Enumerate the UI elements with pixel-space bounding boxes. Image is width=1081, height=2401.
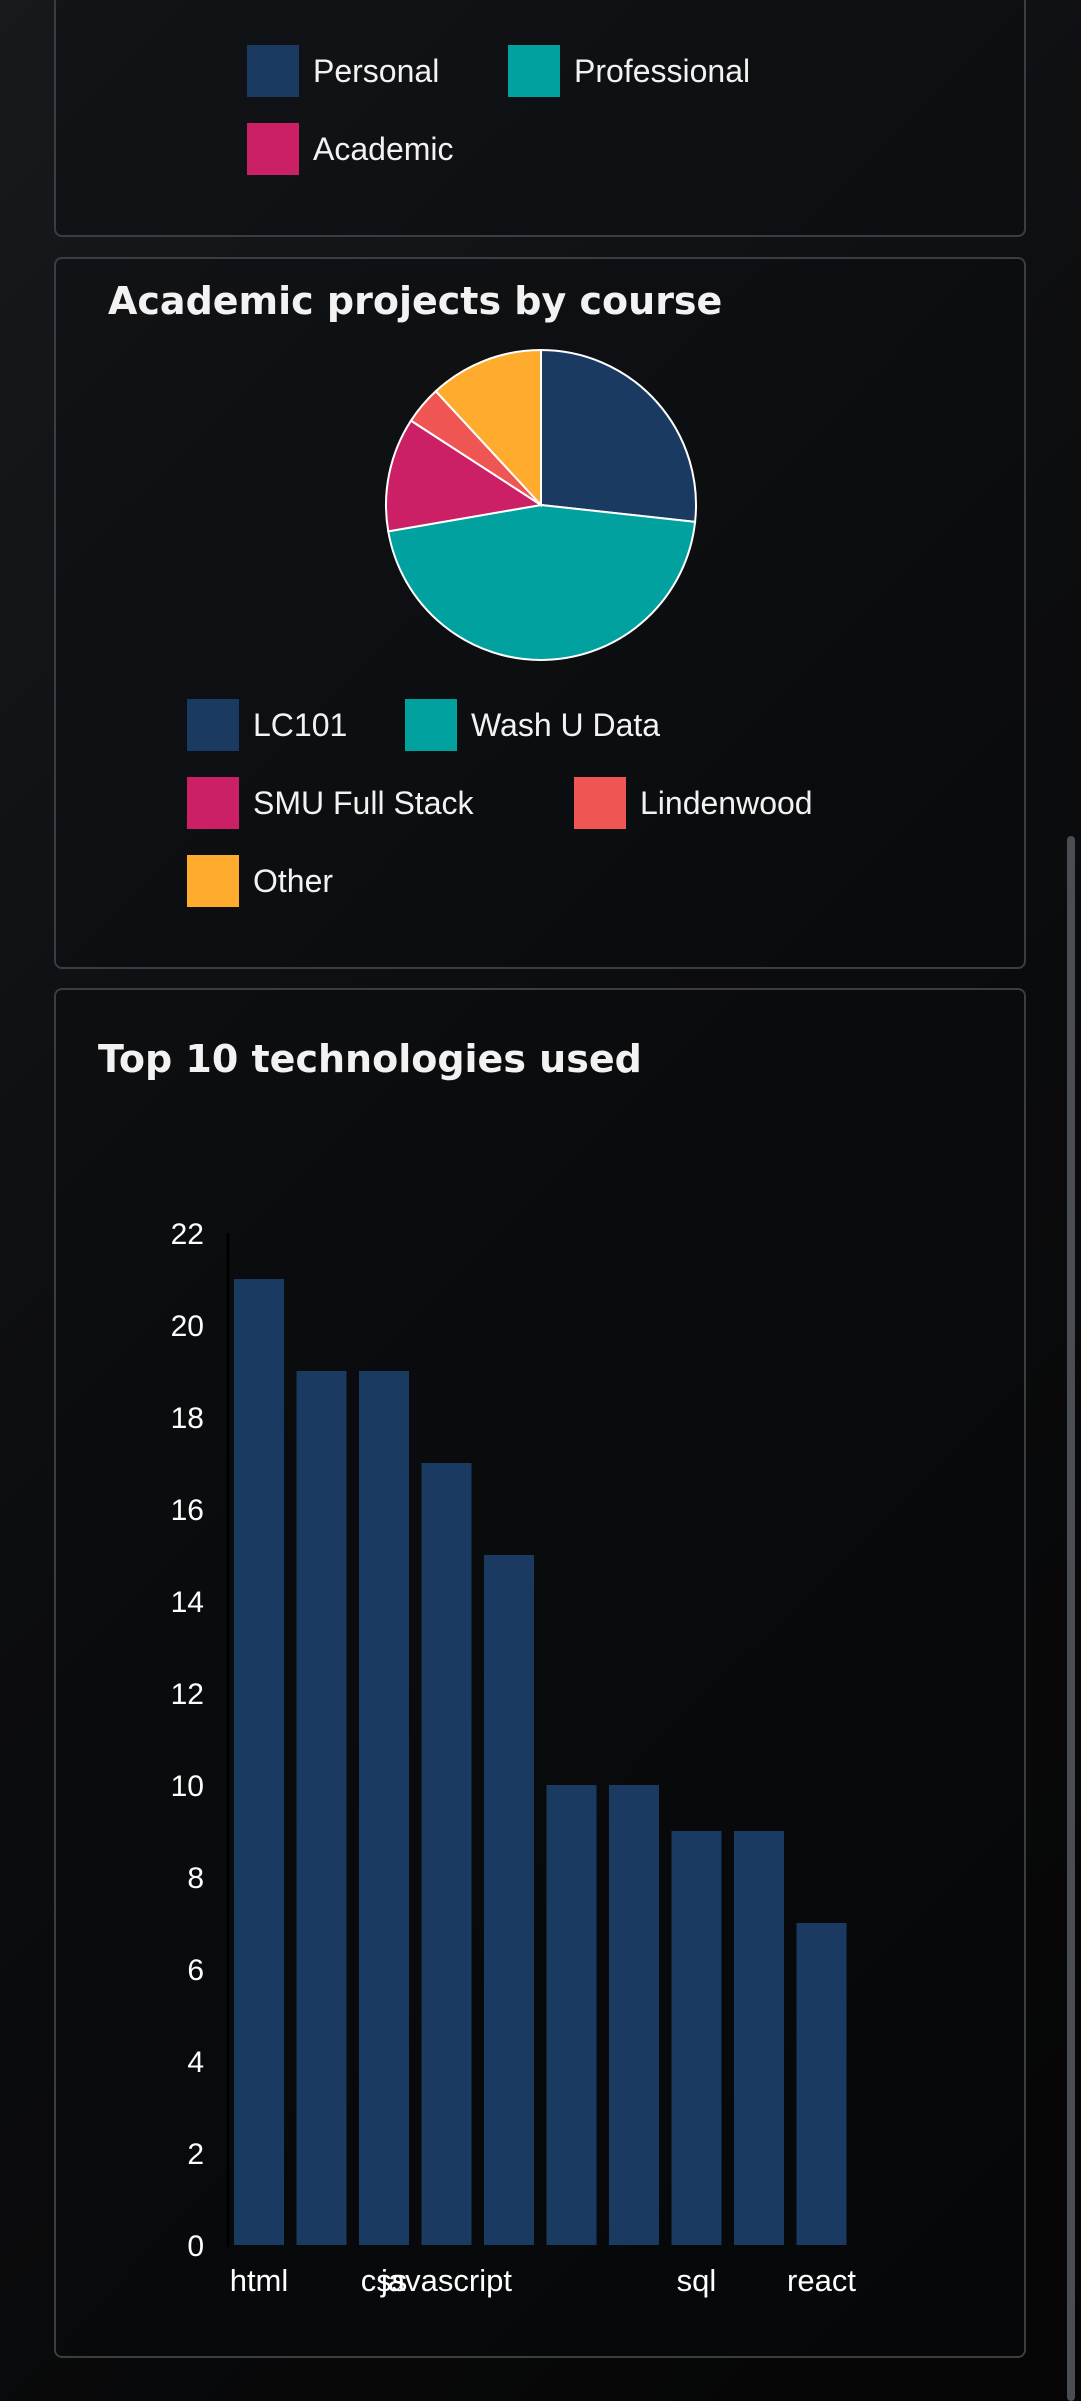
pie-legend-label-other: Other xyxy=(253,862,334,899)
pie-legend-swatch-lc101 xyxy=(187,699,239,751)
legend-label-personal: Personal xyxy=(313,52,440,89)
pie-slice-wash-u-data[interactable] xyxy=(387,503,697,661)
tech-title: Top 10 technologies used xyxy=(98,1037,642,1081)
y-tick-label: 14 xyxy=(171,1586,204,1619)
legend-label-professional: Professional xyxy=(574,52,751,89)
x-tick-label-html: html xyxy=(230,2263,289,2298)
x-tick-label-react: react xyxy=(787,2263,856,2298)
bar-8[interactable] xyxy=(671,1831,722,2245)
y-tick-label: 22 xyxy=(171,1218,204,1251)
bar-6[interactable] xyxy=(546,1785,597,2245)
pie-slice-other[interactable] xyxy=(434,348,542,508)
pie-legend-label-lc101: LC101 xyxy=(253,706,348,743)
legend-label-academic: Academic xyxy=(313,130,454,167)
legend-swatch-professional xyxy=(508,45,560,97)
bar-9[interactable] xyxy=(734,1831,784,2245)
bar-7[interactable] xyxy=(609,1785,659,2245)
bar-5[interactable] xyxy=(484,1555,534,2245)
academic-projects-title: Academic projects by course xyxy=(108,279,723,323)
pie-slice-lc101[interactable] xyxy=(540,348,697,523)
bar-10[interactable] xyxy=(796,1923,847,2245)
y-tick-label: 8 xyxy=(187,1862,204,1895)
y-tick-label: 10 xyxy=(171,1770,204,1803)
pie-legend-item-wash-u-data[interactable]: Wash U Data xyxy=(405,699,660,751)
x-tick-label-sql: sql xyxy=(677,2263,717,2298)
y-tick-label: 6 xyxy=(187,1954,204,1987)
x-tick-label-javascript: javascript xyxy=(380,2263,512,2298)
bar-1[interactable] xyxy=(234,1279,284,2245)
pie-legend-swatch-lindenwood xyxy=(574,777,626,829)
legend-swatch-academic xyxy=(247,123,299,175)
y-tick-label: 12 xyxy=(171,1678,204,1711)
tech-card: Top 10 technologies used 0 2 4 6 8 10 12 14 16 18… xyxy=(54,988,1026,2358)
pie-legend-label-lindenwood: Lindenwood xyxy=(640,784,813,821)
y-tick-label: 18 xyxy=(171,1402,204,1435)
legend-swatch-personal xyxy=(247,45,299,97)
pie-legend-swatch-other xyxy=(187,855,239,907)
pie-legend-item-lindenwood[interactable]: Lindenwood xyxy=(574,777,813,829)
legend-item-professional[interactable]: Professional xyxy=(508,45,750,97)
pie-legend-item-smu-full-stack[interactable]: SMU Full Stack xyxy=(187,777,473,829)
bar-3[interactable] xyxy=(359,1371,409,2245)
scrollbar[interactable] xyxy=(1067,836,1075,2401)
pie-legend-item-other[interactable]: Other xyxy=(187,855,333,907)
legend-item-personal[interactable]: Personal xyxy=(247,45,439,97)
x-tick-label-css: css xyxy=(361,2263,408,2298)
y-tick-label: 16 xyxy=(171,1494,204,1527)
pie-slice-smu-full-stack[interactable] xyxy=(385,419,544,533)
project-type-card: Personal Professional Academic xyxy=(54,0,1026,237)
y-tick-label: 0 xyxy=(187,2230,204,2263)
legend-item-academic[interactable]: Academic xyxy=(247,123,454,175)
y-tick-label: 2 xyxy=(187,2138,204,2171)
pie-legend-swatch-smu-full-stack xyxy=(187,777,239,829)
bar-2[interactable] xyxy=(296,1371,347,2245)
pie-legend-swatch-wash-u-data xyxy=(405,699,457,751)
pie-legend-item-lc101[interactable]: LC101 xyxy=(187,699,347,751)
y-tick-label: 4 xyxy=(187,2046,204,2079)
pie-legend-label-smu-full-stack: SMU Full Stack xyxy=(253,784,474,821)
pie-chart xyxy=(385,348,697,661)
bar-4[interactable] xyxy=(421,1463,472,2245)
academic-projects-card: Academic projects by course LC101 Wash U … xyxy=(54,257,1026,969)
pie-legend-label-wash-u-data: Wash U Data xyxy=(471,706,661,743)
y-tick-label: 20 xyxy=(171,1310,204,1343)
